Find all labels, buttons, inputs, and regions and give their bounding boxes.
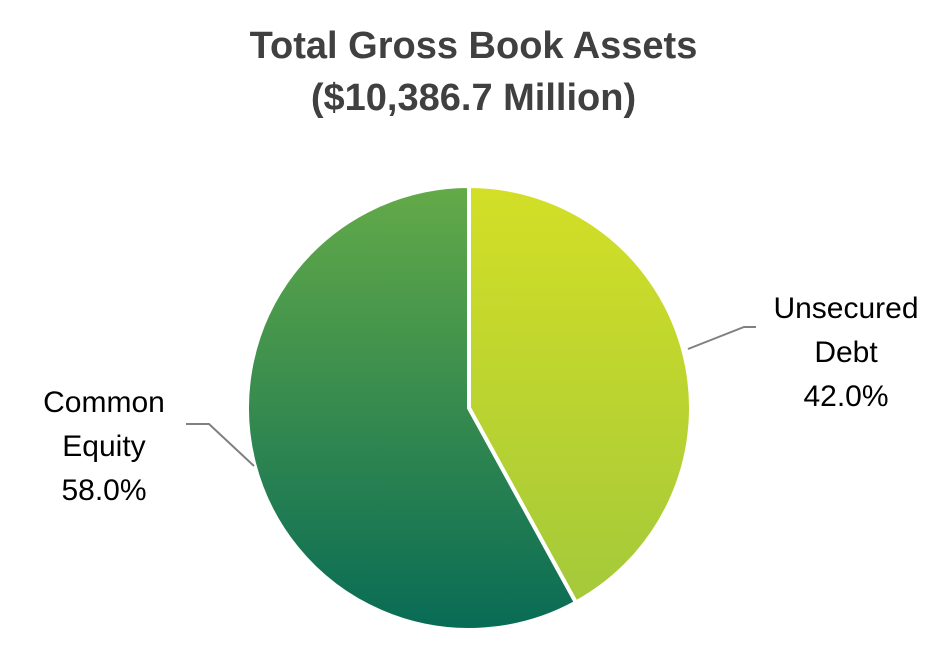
chart-title: Total Gross Book Assets <box>249 25 698 67</box>
slice-value-label-common-equity: 58.0% <box>61 474 146 507</box>
slice-category-label-common-equity: Equity <box>62 430 145 463</box>
leader-line-unsecured-debt <box>687 326 756 350</box>
pie-slice-common-equity <box>245 184 578 632</box>
pie-slice-unsecured-debt <box>467 184 693 605</box>
slice-category-label-unsecured-debt: Debt <box>814 336 878 369</box>
leader-line-common-equity <box>186 423 255 467</box>
slice-value-label-unsecured-debt: 42.0% <box>803 380 888 413</box>
slice-category-label-common-equity: Common <box>43 386 165 419</box>
chart-subtitle: ($10,386.7 Million) <box>310 77 637 119</box>
slice-category-label-unsecured-debt: Unsecured <box>773 292 918 325</box>
